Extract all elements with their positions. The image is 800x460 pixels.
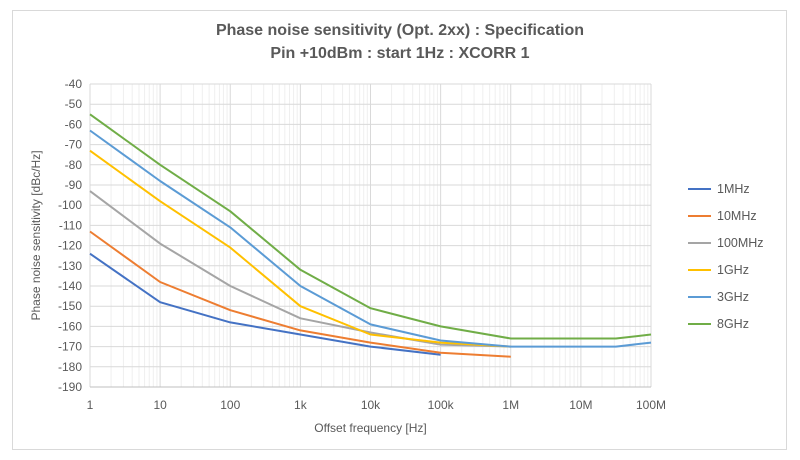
y-tick-label: -100 xyxy=(58,198,82,212)
chart-subtitle: Pin +10dBm : start 1Hz : XCORR 1 xyxy=(270,45,530,62)
y-tick-label: -90 xyxy=(65,178,83,192)
x-tick-label: 10 xyxy=(153,398,167,412)
series-line-100MHz xyxy=(89,190,511,348)
legend-label: 100MHz xyxy=(717,235,764,250)
series-line-1MHz xyxy=(89,252,441,356)
x-tick-label: 100k xyxy=(428,398,455,412)
series-line-3GHz xyxy=(89,129,652,348)
x-tick-label: 10M xyxy=(569,398,592,412)
x-tick-label: 1 xyxy=(87,398,94,412)
chart-legend: 1MHz 10MHz 100MHz 1GHz 3GHz 8GHz xyxy=(688,175,764,337)
series-line-10MHz xyxy=(89,230,511,358)
y-axis-label: Phase noise sensitivity [dBc/Hz] xyxy=(29,150,43,320)
legend-swatch xyxy=(688,295,711,298)
x-tick-label: 100 xyxy=(220,398,240,412)
series-line-8GHz xyxy=(89,113,652,340)
y-tick-label: -180 xyxy=(58,360,82,374)
legend-swatch xyxy=(688,214,711,217)
x-tick-label: 1k xyxy=(294,398,308,412)
legend-label: 10MHz xyxy=(717,208,757,223)
legend-swatch xyxy=(688,241,711,244)
legend-item-1MHz: 1MHz xyxy=(688,175,764,202)
legend-label: 3GHz xyxy=(717,289,749,304)
y-tick-label: -160 xyxy=(58,319,82,333)
y-tick-label: -190 xyxy=(58,380,82,394)
y-tick-label: -50 xyxy=(65,97,83,111)
x-axis-label: Offset frequency [Hz] xyxy=(314,421,427,435)
y-tick-label: -110 xyxy=(59,218,82,232)
y-tick-label: -150 xyxy=(58,299,82,313)
x-tick-label: 100M xyxy=(636,398,666,412)
x-tick-label: 1M xyxy=(502,398,519,412)
legend-item-1GHz: 1GHz xyxy=(688,256,764,283)
legend-label: 8GHz xyxy=(717,316,749,331)
legend-item-8GHz: 8GHz xyxy=(688,310,764,337)
y-tick-label: -170 xyxy=(58,340,82,354)
legend-swatch xyxy=(688,268,711,271)
y-tick-label: -60 xyxy=(65,117,83,131)
legend-item-3GHz: 3GHz xyxy=(688,283,764,310)
legend-item-10MHz: 10MHz xyxy=(688,202,764,229)
legend-item-100MHz: 100MHz xyxy=(688,229,764,256)
y-tick-label: -40 xyxy=(65,77,83,91)
series-line-1GHz xyxy=(89,149,511,348)
y-tick-label: -130 xyxy=(58,259,82,273)
y-tick-label: -80 xyxy=(65,158,83,172)
y-tick-label: -120 xyxy=(58,239,82,253)
y-tick-label: -70 xyxy=(65,138,83,152)
y-tick-label: -140 xyxy=(58,279,82,293)
legend-swatch xyxy=(688,322,711,325)
legend-swatch xyxy=(688,187,711,190)
x-tick-label: 10k xyxy=(361,398,381,412)
legend-label: 1MHz xyxy=(717,181,750,196)
legend-label: 1GHz xyxy=(717,262,749,277)
chart-title: Phase noise sensitivity (Opt. 2xx) : Spe… xyxy=(215,22,585,39)
